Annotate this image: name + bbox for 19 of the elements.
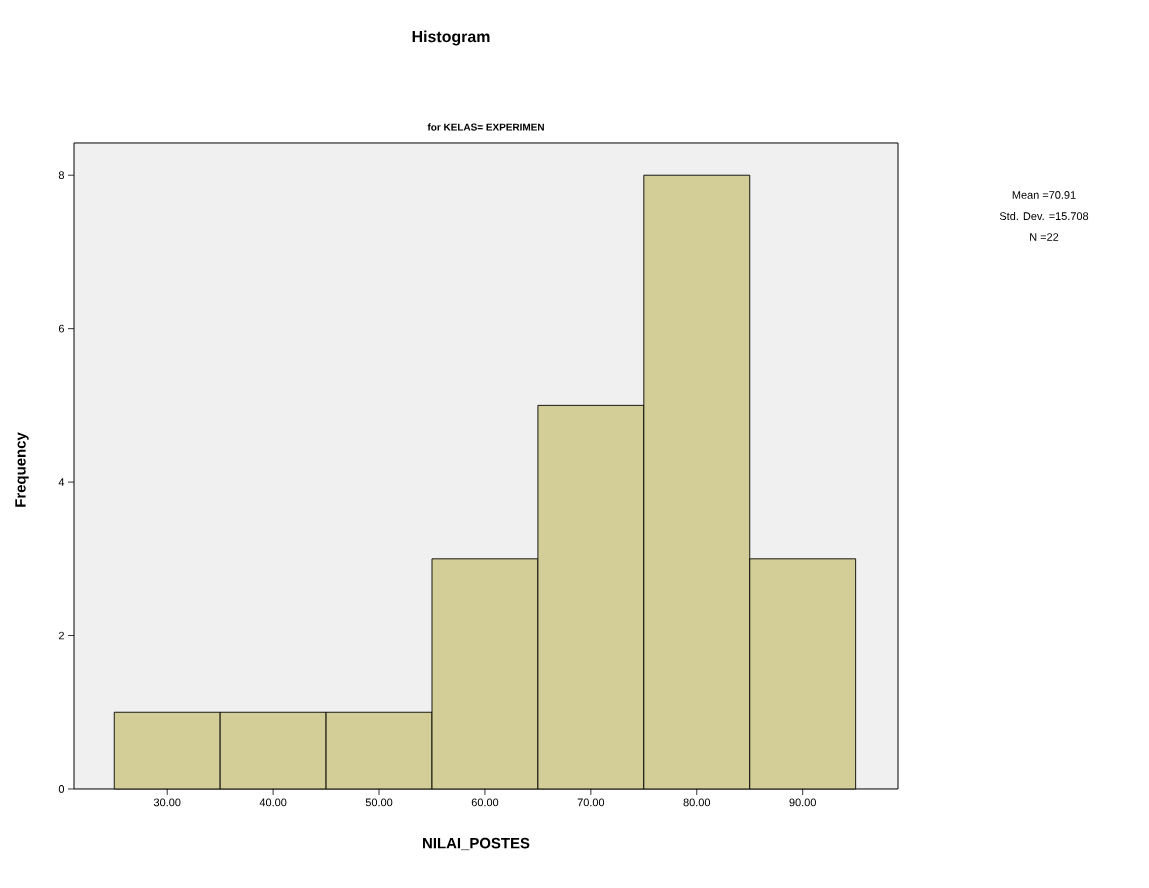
x-tick-label: 30.00 <box>153 798 181 807</box>
y-tick-label: 0 <box>58 785 65 793</box>
text: Std. Dev. =15.708 <box>999 211 1089 221</box>
x-axis-title: NILAI_POSTES <box>423 837 530 851</box>
y-tick-label: 4 <box>58 478 65 486</box>
x-tick-label: 40.00 <box>259 798 287 807</box>
chart-subtitle: for KELAS= EXPERIMEN <box>427 123 544 131</box>
text: N =22 <box>1030 233 1059 241</box>
x-tick-label: 50.00 <box>365 798 393 807</box>
x-tick-label: 80.00 <box>683 798 711 807</box>
x-tick-label: 90.00 <box>789 798 816 807</box>
y-tick-label: 2 <box>58 631 64 640</box>
y-tick-label: 6 <box>58 324 64 333</box>
chart-title: Histogram <box>412 30 490 46</box>
y-tick-label: 8 <box>58 171 64 180</box>
x-tick-label: 60.00 <box>471 798 499 807</box>
x-tick-label: 70.00 <box>577 798 605 807</box>
y-axis-title: Frequency <box>15 432 29 507</box>
text: Mean =70.91 <box>1012 191 1076 199</box>
